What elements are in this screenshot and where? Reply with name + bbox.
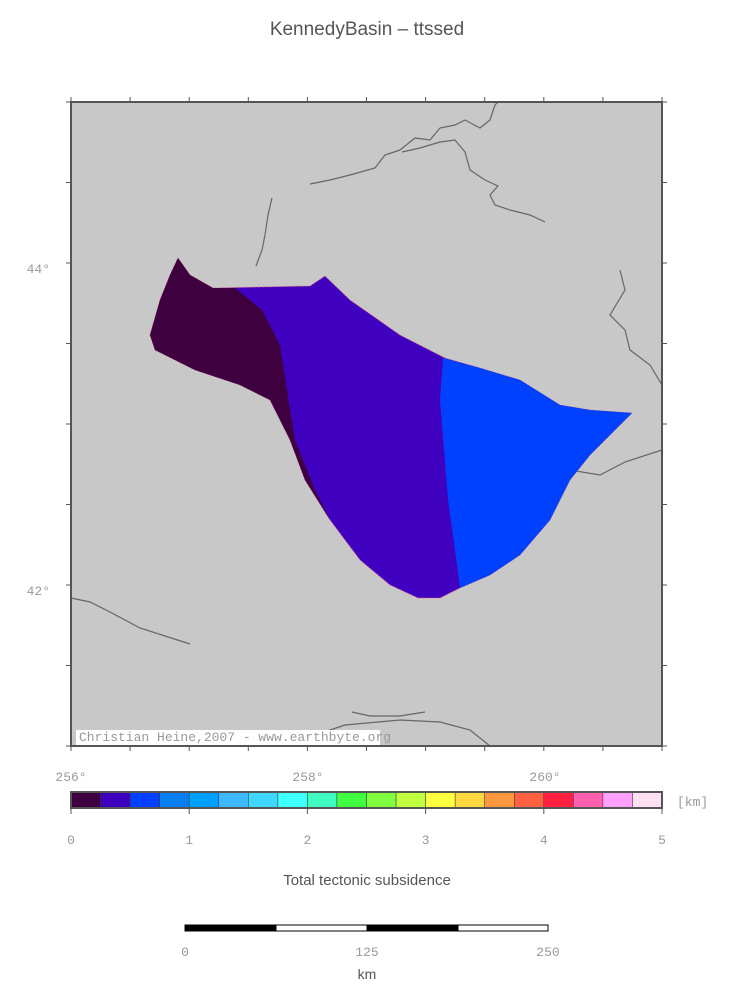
- ticks: [66, 97, 667, 751]
- coastline: [399, 101, 499, 151]
- colorbar-segment: [543, 791, 574, 809]
- colorbar-segment: [277, 791, 308, 809]
- colorbar-segment: [514, 791, 545, 809]
- scalebar-tick: 250: [536, 945, 559, 960]
- river: [309, 149, 401, 185]
- x-label: 258°: [292, 770, 323, 785]
- river: [609, 269, 663, 386]
- scalebar-segment: [366, 924, 459, 932]
- colorbar-segment: [248, 791, 279, 809]
- colorbar-label: Total tectonic subsidence: [283, 872, 451, 889]
- colorbar-segment: [188, 791, 219, 809]
- colorbar-tick-label: 0: [67, 833, 75, 848]
- credit: Christian Heine,2007 - www.earthbyte.org: [79, 730, 391, 745]
- colorbar-segment: [336, 791, 367, 809]
- colorbar-segment: [307, 791, 338, 809]
- colorbar-tick-label: 5: [658, 833, 666, 848]
- scalebar-tick: 0: [181, 945, 189, 960]
- colorbar-segment: [425, 791, 456, 809]
- x-label: 256°: [55, 770, 86, 785]
- river: [255, 197, 273, 267]
- scalebar-tick: 125: [355, 945, 378, 960]
- scalebar: 0 125 250 km: [181, 924, 560, 982]
- colorbar-segment: [573, 791, 604, 809]
- scalebar-segment: [184, 924, 277, 932]
- basin-zone: [150, 258, 330, 520]
- colorbar-segment: [70, 791, 101, 809]
- colorbar-segment: [366, 791, 397, 809]
- river: [351, 711, 426, 717]
- river: [70, 597, 191, 645]
- colorbar-segment: [395, 791, 426, 809]
- colorbar-tick-label: 2: [303, 833, 311, 848]
- colorbar-segment: [100, 791, 131, 809]
- colorbar-tick-label: 1: [185, 833, 193, 848]
- colorbar-segment: [129, 791, 160, 809]
- scalebar-segment: [275, 924, 368, 932]
- title: KennedyBasin – ttssed: [270, 19, 464, 40]
- river: [314, 719, 491, 747]
- scalebar-segment: [457, 924, 549, 932]
- y-label: 42°: [27, 584, 50, 599]
- basin-zone: [440, 358, 632, 588]
- colorbar-segment: [454, 791, 485, 809]
- colorbar-segment: [602, 791, 633, 809]
- colorbar: 0 1 2 3 4 5: [67, 791, 666, 848]
- colorbar-segment: [159, 791, 190, 809]
- scalebar-unit: km: [358, 966, 377, 982]
- x-label: 260°: [529, 770, 560, 785]
- colorbar-segment: [218, 791, 249, 809]
- colorbar-tick-label: 4: [540, 833, 548, 848]
- colorbar-tick-label: 3: [422, 833, 430, 848]
- map: Christian Heine,2007 - www.earthbyte.org…: [27, 97, 667, 785]
- colorbar-segment: [484, 791, 515, 809]
- credit-box: [76, 730, 380, 745]
- colorbar-unit: [km]: [677, 795, 708, 810]
- colorbar-segment: [632, 791, 663, 809]
- colorbar-frame: [70, 791, 663, 809]
- coastline: [401, 139, 546, 223]
- y-label: 44°: [27, 262, 50, 277]
